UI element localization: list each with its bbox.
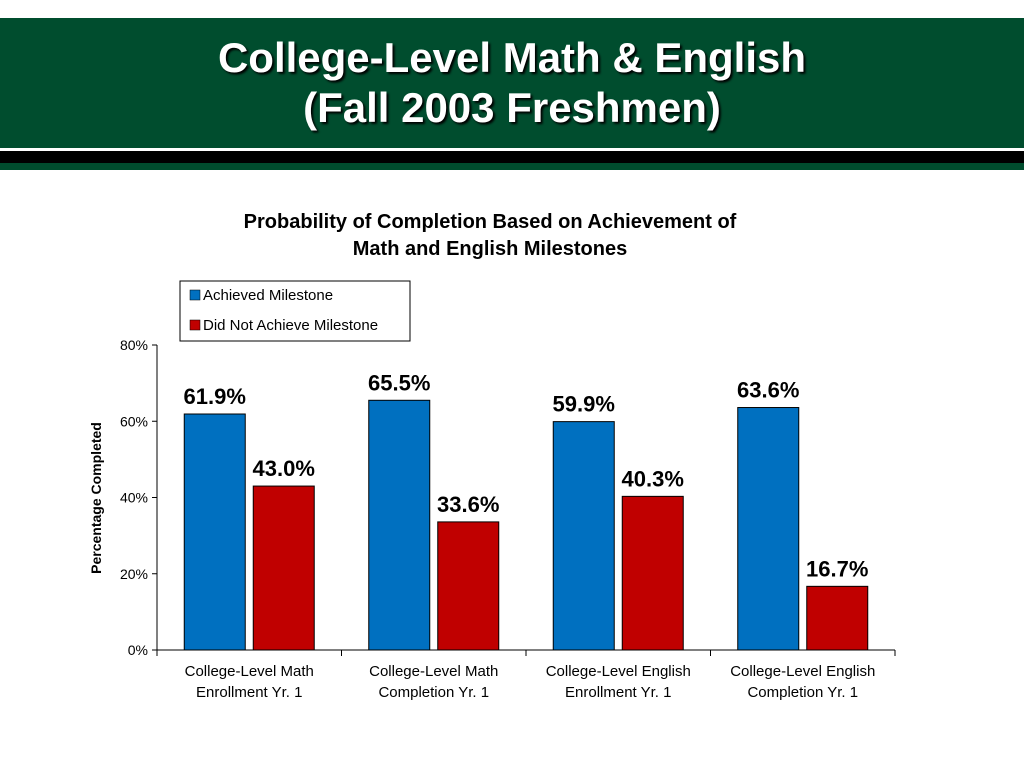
y-tick-label-4: 80% [120, 337, 148, 353]
header-rule-black [0, 151, 1024, 163]
x-category-label-1-line-2: Completion Yr. 1 [378, 684, 489, 701]
bar-achieved-0 [183, 413, 246, 651]
x-category-label-2-line-1: College-Level English [546, 663, 691, 680]
data-label-achieved-2: 59.9% [553, 392, 615, 417]
chart-title-line-2: Math and English Milestones [353, 238, 627, 260]
bar-not-achieved-0 [252, 485, 315, 651]
x-category-label-0-line-2: Enrollment Yr. 1 [196, 684, 302, 701]
legend-box [179, 280, 411, 342]
data-label-not-achieved-1: 33.6% [437, 492, 499, 517]
slide-title-line-1: College-Level Math & English [217, 34, 807, 81]
data-label-achieved-3: 63.6% [737, 378, 799, 403]
data-label-achieved-0: 61.9% [184, 384, 246, 409]
y-axis-title: Percentage Completed [88, 422, 104, 574]
legend-swatch-not-achieved [189, 319, 201, 331]
x-category-label-1-line-1: College-Level Math [369, 663, 498, 680]
data-label-achieved-1: 65.5% [368, 370, 430, 395]
legend-label-achieved: Achieved Milestone [203, 287, 333, 304]
data-label-not-achieved-2: 40.3% [622, 466, 684, 491]
data-label-not-achieved-3: 16.7% [806, 556, 868, 581]
y-tick-label-3: 60% [120, 413, 148, 429]
x-category-label-3-line-1: College-Level English [730, 663, 875, 680]
y-tick-label-2: 40% [120, 490, 148, 506]
bar-not-achieved-2 [621, 495, 684, 651]
bar-achieved-1 [368, 399, 431, 651]
header-rule-green [0, 163, 1024, 170]
x-category-label-2-line-2: Enrollment Yr. 1 [565, 684, 671, 701]
slide-title-line-2: (Fall 2003 Freshmen) [303, 84, 721, 131]
chart-title-line-1: Probability of Completion Based on Achie… [244, 211, 737, 233]
bar-not-achieved-1 [437, 521, 500, 651]
slide-header: College-Level Math & English (Fall 2003 … [0, 18, 1024, 148]
bar-achieved-3 [737, 407, 800, 651]
data-label-not-achieved-0: 43.0% [253, 456, 315, 481]
x-category-label-0-line-1: College-Level Math [185, 663, 314, 680]
bar-not-achieved-3 [806, 585, 869, 651]
bar-achieved-2 [552, 421, 615, 651]
y-tick-label-1: 20% [120, 566, 148, 582]
legend-swatch-achieved [189, 289, 201, 301]
y-tick-label-0: 0% [128, 642, 148, 658]
legend-label-not-achieved: Did Not Achieve Milestone [203, 317, 378, 334]
x-category-label-3-line-2: Completion Yr. 1 [747, 684, 858, 701]
